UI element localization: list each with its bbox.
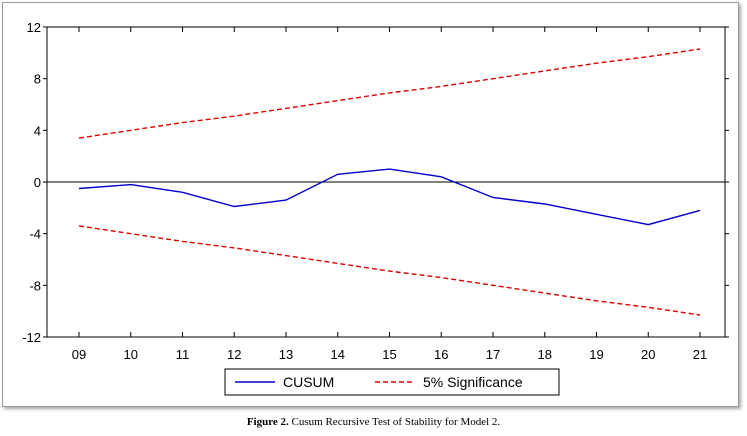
x-tick-label: 12 [227,347,241,362]
y-tick-label: -4 [29,227,41,242]
x-tick-label: 14 [331,347,345,362]
x-tick-label: 21 [693,347,707,362]
y-tick-label: 8 [34,72,41,87]
figure-caption: Figure 2. Cusum Recursive Test of Stabil… [0,416,747,428]
legend-label: 5% Significance [423,374,523,390]
x-tick-label: 15 [382,347,396,362]
y-tick-label: -12 [22,330,41,345]
y-tick-label: 12 [27,20,41,35]
x-tick-label: 18 [538,347,552,362]
x-tick-label: 13 [279,347,293,362]
x-tick-label: 19 [589,347,603,362]
series-line-significance [78,48,701,139]
series-line-cusum [78,168,701,226]
y-tick-label: 4 [34,123,41,138]
x-tick-label: 16 [434,347,448,362]
caption-text: Cusum Recursive Test of Stability for Mo… [288,416,501,428]
legend-label: CUSUM [283,374,334,390]
x-tick-label: 17 [486,347,500,362]
y-tick-label: 0 [34,175,41,190]
x-tick-label: 11 [176,347,190,362]
series-line-significance [78,225,701,316]
x-tick-label: 09 [72,347,86,362]
caption-label: Figure 2. [246,416,289,428]
cusum-chart: 12 8 4 0 -4 -8 -12 09 10 11 12 13 14 15 16 17 18 19 20 21 C… [22,20,729,396]
x-tick-label: 20 [641,347,655,362]
figure-frame: 12 8 4 0 -4 -8 -12 09 10 11 12 13 14 15 16 17 18 19 20 21 C… [2,2,739,407]
y-tick-label: -8 [29,278,41,293]
x-tick-label: 10 [124,347,138,362]
